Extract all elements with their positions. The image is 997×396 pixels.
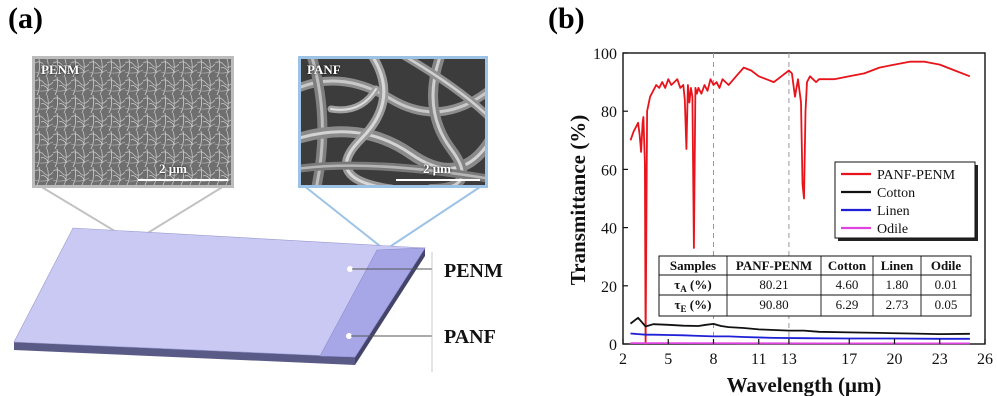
series-line-panf-penm — [629, 60, 971, 345]
x-tick-label: 20 — [887, 351, 903, 368]
values-table — [658, 255, 972, 317]
sem-panf-scale-bar — [396, 179, 480, 181]
legend-entry: PANF-PENM — [877, 168, 956, 183]
sem-penm-title: PENM — [41, 62, 80, 77]
x-tick-label: 5 — [664, 351, 672, 368]
membrane-schematic: PENM PANF — [13, 182, 503, 372]
series-line-cotton — [629, 316, 970, 336]
x-tick-label: 13 — [781, 351, 797, 368]
panf-layer-label: PANF — [444, 326, 496, 348]
table-value-cell: 0.01 — [935, 277, 958, 292]
legend-entry: Cotton — [877, 186, 915, 201]
table-row-label: τA (%) — [674, 277, 711, 294]
legend-entry: Linen — [877, 204, 910, 219]
membrane-side — [14, 342, 355, 365]
x-tick-label: 2 — [619, 351, 627, 368]
x-tick-label: 17 — [841, 351, 857, 368]
y-tick-label: 60 — [601, 162, 617, 179]
table-header-cell: Odile — [931, 258, 962, 273]
y-tick-label: 20 — [601, 279, 617, 296]
table-value-cell: 1.80 — [886, 277, 909, 292]
panf-marker-dot — [346, 333, 352, 339]
panel-label-b: (b) — [548, 2, 585, 35]
sem-panf-title: PANF — [307, 62, 341, 77]
sem-penm-scale-label: 2 μm — [159, 161, 187, 176]
table-value-cell: 0.05 — [935, 297, 958, 312]
y-tick-label: 80 — [601, 104, 617, 121]
sem-panf-scale-label: 2 μm — [423, 161, 451, 176]
x-axis-label: Wavelength (μm) — [727, 373, 882, 396]
x-tick-label: 11 — [751, 351, 766, 368]
legend-entry: Odile — [877, 222, 908, 237]
sem-penm-texture — [35, 59, 231, 185]
table-value-cell: 90.80 — [759, 297, 788, 312]
x-tick-label: 23 — [932, 351, 948, 368]
x-tick-label: 8 — [710, 351, 718, 368]
y-tick-label: 100 — [593, 46, 617, 63]
table-value-cell: 80.21 — [759, 277, 788, 292]
x-tick-label: 26 — [977, 351, 993, 368]
sem-panf-texture — [301, 59, 485, 185]
y-axis-label: Transmittance (%) — [566, 115, 590, 286]
y-tick-label: 0 — [609, 337, 617, 354]
table-header-cell: PANF-PENM — [736, 258, 812, 273]
series-line-linen — [630, 332, 970, 340]
sem-image-penm: PENM 2 μm — [32, 56, 234, 188]
table-header-cell: Linen — [881, 258, 914, 273]
panf-strip — [319, 247, 426, 358]
table-header-cell: Samples — [670, 258, 716, 273]
sem-penm-scale-bar — [138, 179, 228, 181]
table-value-cell: 2.73 — [886, 297, 909, 312]
table-row-label: τE (%) — [675, 297, 712, 314]
table-value-cell: 4.60 — [836, 277, 859, 292]
panel-label-a: (a) — [8, 2, 43, 35]
sem-image-panf: PANF 2 μm — [298, 56, 488, 188]
y-tick-label: 40 — [601, 221, 617, 238]
table-value-cell: 6.29 — [836, 297, 859, 312]
table-header-cell: Cotton — [828, 258, 867, 273]
penm-layer-label: PENM — [444, 260, 503, 282]
penm-marker-dot — [347, 266, 353, 272]
